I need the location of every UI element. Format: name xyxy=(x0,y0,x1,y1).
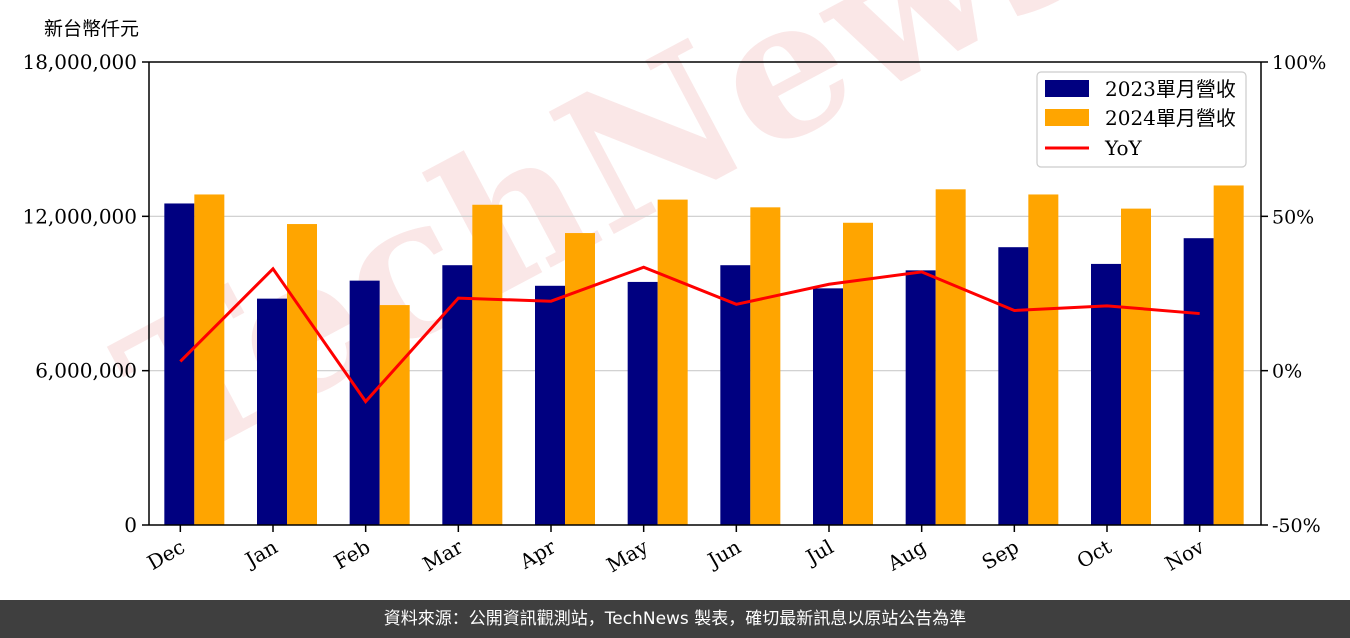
x-tick-label-mar: Mar xyxy=(418,534,467,576)
x-tick-label-apr: Apr xyxy=(515,534,560,574)
x-tick-label-nov: Nov xyxy=(1161,534,1209,576)
bar-2024-dec xyxy=(194,194,225,525)
x-tick-label-jan: Jan xyxy=(239,534,281,572)
bar-2024-nov xyxy=(1213,185,1244,525)
bar-2024-jun xyxy=(750,207,781,525)
left-tick-label: 0 xyxy=(124,513,137,537)
bar-2023-jan xyxy=(257,298,287,525)
yoy-line xyxy=(179,265,1200,404)
left-tick-label: 6,000,000 xyxy=(35,359,137,383)
bar-2023-jun xyxy=(720,265,751,525)
x-tick-label-aug: Aug xyxy=(883,534,931,575)
x-tick-label-may: May xyxy=(602,534,652,577)
x-tick-label-jul: Jul xyxy=(800,535,837,570)
x-tick-label-oct: Oct xyxy=(1073,535,1116,574)
bar-2024-mar xyxy=(472,204,503,525)
bar-2023-oct xyxy=(1091,263,1121,525)
left-tick-label: 12,000,000 xyxy=(22,204,137,228)
bar-2024-jan xyxy=(287,224,317,526)
legend-swatch xyxy=(1045,80,1089,97)
bar-2024-apr xyxy=(565,233,595,525)
bar-2024-feb xyxy=(379,305,410,525)
legend: 2023單月營收 2024單月營收 YoY xyxy=(1036,71,1247,168)
legend-swatch xyxy=(1045,109,1089,126)
source-footer: 資料來源：公開資訊觀測站，TechNews 製表，確切最新訊息以原站公告為準 xyxy=(0,600,1350,638)
chart-svg: TechNews 0 6,000,000 12,000,000 18,000,000 -5… xyxy=(22,0,1326,577)
bar-2023-dec xyxy=(164,203,195,525)
bar-2023-apr xyxy=(535,285,565,525)
x-tick-label-sep: Sep xyxy=(978,535,1023,575)
bar-2023-may xyxy=(627,281,658,525)
right-tick-label: 0% xyxy=(1272,361,1302,383)
legend-box xyxy=(1036,71,1247,168)
legend-label: 2023單月營收 xyxy=(1105,77,1236,101)
bar-2023-nov xyxy=(1183,238,1214,526)
right-tick-label: -50% xyxy=(1272,515,1321,537)
bar-2024-sep xyxy=(1028,194,1059,525)
chart: TechNews 0 6,000,000 12,000,000 18,000,000 -5… xyxy=(22,0,1326,577)
x-tick-label-feb: Feb xyxy=(330,535,374,574)
bar-2023-jul xyxy=(813,288,843,525)
bar-2024-aug xyxy=(935,189,966,525)
bar-2024-jul xyxy=(843,222,873,525)
right-tick-label: 100% xyxy=(1272,52,1326,74)
right-tick-label: 50% xyxy=(1272,206,1314,228)
x-tick-label-jun: Jun xyxy=(702,534,745,573)
left-tick-label: 18,000,000 xyxy=(22,50,137,74)
bar-2023-sep xyxy=(998,247,1029,525)
bar-2024-may xyxy=(657,199,688,525)
watermark-text: TechNews xyxy=(86,0,1126,510)
bar-2024-oct xyxy=(1121,208,1151,525)
bar-2023-feb xyxy=(349,280,380,525)
x-tick-label-dec: Dec xyxy=(143,535,189,575)
legend-label: 2024單月營收 xyxy=(1105,106,1236,130)
left-axis-unit-label: 新台幣仟元 xyxy=(44,18,140,40)
bar-2023-mar xyxy=(442,265,473,525)
legend-label: YoY xyxy=(1104,136,1143,160)
bar-2023-aug xyxy=(905,270,936,525)
